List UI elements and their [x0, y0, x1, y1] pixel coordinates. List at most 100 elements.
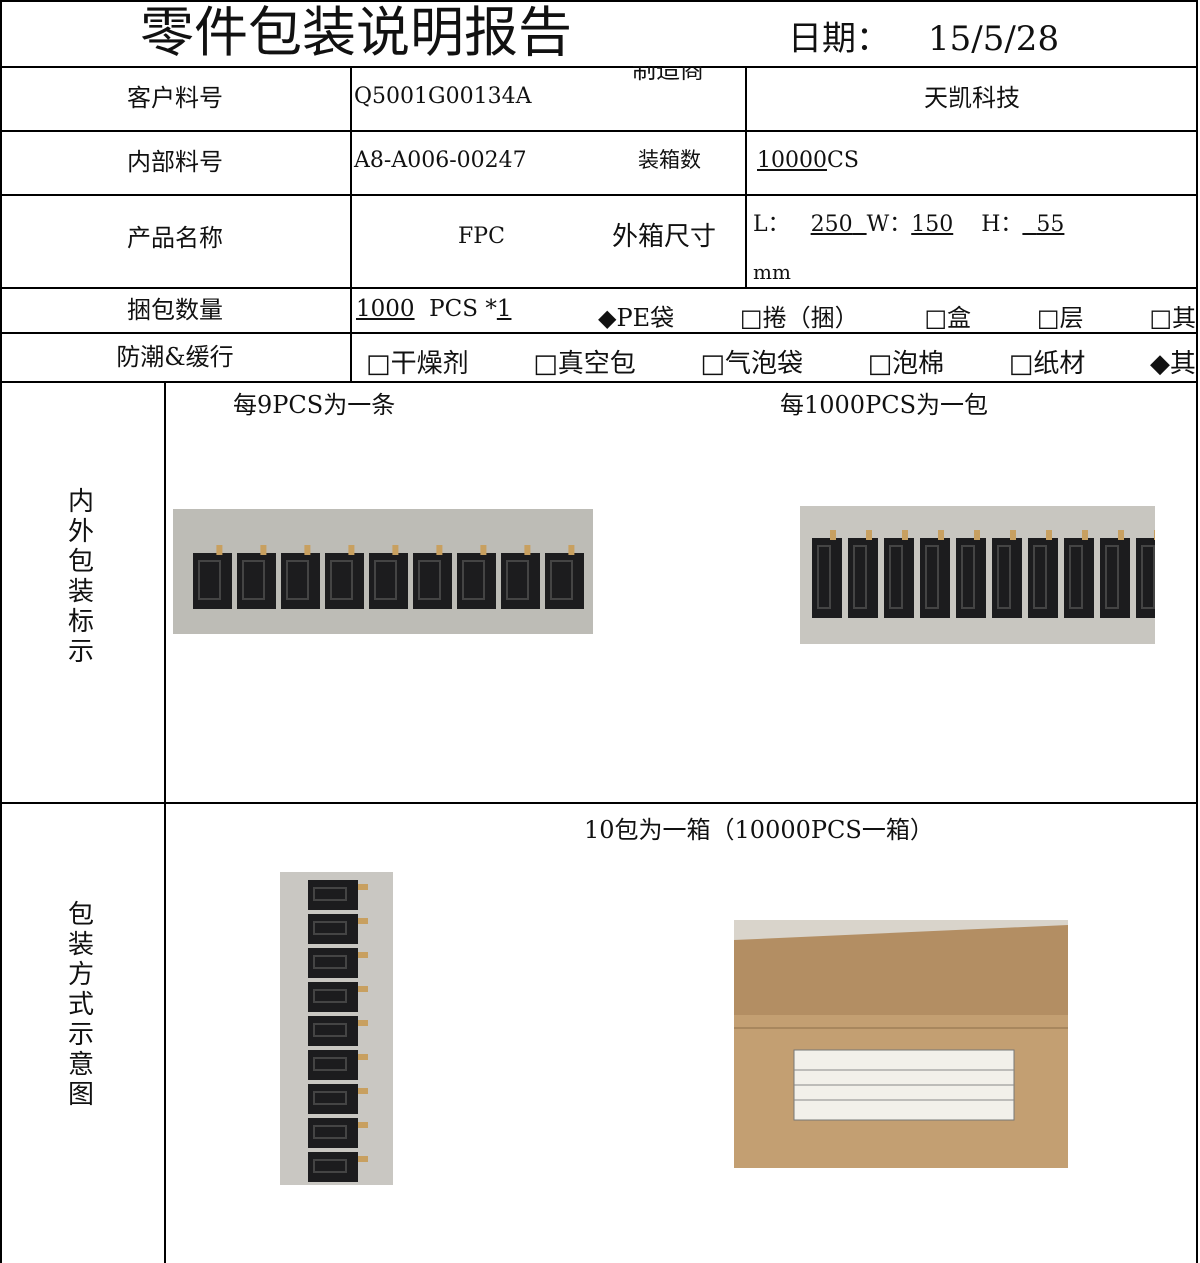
col-line — [164, 381, 166, 1263]
section-label: 内外包装标示 — [67, 487, 94, 667]
photo-detail — [242, 560, 265, 600]
photo-detail — [198, 560, 221, 600]
photo-detail — [330, 560, 353, 600]
photo-detail — [1136, 538, 1155, 618]
photo-detail — [817, 545, 831, 609]
photo-detail — [358, 918, 368, 924]
photo-detail — [308, 1152, 358, 1182]
caption: 每9PCS为一条 — [233, 391, 396, 419]
mult: 1 — [496, 296, 512, 322]
photo-detail — [358, 1122, 368, 1128]
photo-detail — [358, 952, 368, 958]
photo-detail — [848, 538, 878, 618]
border — [1196, 0, 1198, 1263]
section-label: 包装方式示意图 — [67, 900, 94, 1110]
photo-detail — [348, 545, 355, 555]
photo-detail — [313, 1057, 347, 1071]
row-line — [0, 332, 1198, 334]
photo-detail — [925, 545, 939, 609]
photo-detail — [1064, 538, 1094, 618]
photo-detail — [1046, 530, 1052, 540]
photo-detail — [358, 884, 368, 890]
photo-detail — [358, 1054, 368, 1060]
qty: 1000 — [356, 296, 415, 322]
photo-detail — [308, 880, 358, 910]
photo-detail — [992, 538, 1022, 618]
photo-detail — [313, 1023, 347, 1037]
photo-detail — [1141, 545, 1155, 609]
row-label: 产品名称 — [127, 224, 223, 252]
photo-detail — [313, 887, 347, 901]
sub-label: 制造商 — [632, 66, 704, 82]
sub-label-text: 制造商 — [632, 66, 704, 82]
option: ◆PE袋 — [598, 304, 675, 332]
photo-detail — [830, 530, 836, 540]
option: □干燥剂 — [366, 349, 469, 379]
photo-detail — [853, 545, 867, 609]
row-label: 捆包数量 — [127, 296, 223, 324]
photo-detail — [961, 545, 975, 609]
title: 零件包装说明报告 — [140, 1, 572, 64]
photo-detail — [308, 914, 358, 944]
option: □泡棉 — [867, 349, 945, 379]
cell-value: A8-A006-00247 — [354, 148, 527, 173]
photo-detail — [956, 538, 986, 618]
date-label: 日期： — [788, 19, 890, 59]
row-line — [0, 66, 1198, 68]
photo-detail — [889, 545, 903, 609]
border — [0, 0, 1198, 2]
date: 15/5/28 — [928, 19, 1060, 59]
caption: 每1000PCS为一包 — [780, 391, 989, 419]
photo-detail — [480, 545, 487, 555]
unit: CS — [827, 148, 859, 173]
row-line — [0, 130, 1198, 132]
photo-detail — [308, 982, 358, 1012]
option: □捲（捆） — [739, 304, 859, 332]
option: □真空包 — [533, 349, 636, 379]
sub-label: 外箱尺寸 — [612, 222, 717, 252]
photo-detail — [506, 560, 529, 600]
row-line — [0, 381, 1198, 383]
photo-detail — [260, 545, 267, 555]
photo-detail — [1100, 538, 1130, 618]
row-line — [0, 802, 1198, 804]
photo-detail — [524, 545, 531, 555]
photo — [173, 509, 593, 634]
dim-value: 55 — [1036, 212, 1065, 237]
photo-detail — [1028, 538, 1058, 618]
option: □气泡袋 — [700, 349, 803, 379]
cell-value: FPC — [458, 224, 505, 249]
dim-label: L： — [753, 212, 790, 237]
photo — [734, 920, 1068, 1168]
photo-detail — [358, 986, 368, 992]
photo-detail — [392, 545, 399, 555]
options: □干燥剂 □真空包 □气泡袋 □泡棉 □纸材 ◆其 — [366, 343, 1196, 380]
sub-value: 天凯科技 — [924, 84, 1020, 112]
dim-label: H： — [981, 212, 1023, 237]
photo-detail — [374, 560, 397, 600]
photo-detail — [358, 1156, 368, 1162]
photo-detail — [358, 1088, 368, 1094]
photo-detail — [313, 1091, 347, 1105]
photo-detail — [812, 538, 842, 618]
photo-detail — [304, 545, 311, 555]
photo-detail — [313, 1125, 347, 1139]
photo-detail — [550, 560, 573, 600]
photo-detail — [884, 538, 914, 618]
row-label: 防潮&缓行 — [116, 343, 234, 371]
photo-detail — [436, 545, 443, 555]
option: □其 — [1149, 304, 1196, 332]
photo-detail — [1105, 545, 1119, 609]
cell-value: Q5001G00134A — [354, 84, 532, 109]
dim-unit: mm — [753, 260, 791, 284]
photo-detail — [418, 560, 441, 600]
row-label: 内部料号 — [127, 148, 223, 176]
photo-detail — [462, 560, 485, 600]
sub-label: 装箱数 — [638, 148, 701, 172]
dimensions: L： 250 W：150 H： 55 — [753, 214, 1064, 236]
row-line — [0, 287, 1198, 289]
dim-value: 250 — [810, 212, 853, 237]
col-line — [745, 66, 747, 288]
photo-detail — [313, 955, 347, 969]
option: □盒 — [924, 304, 972, 332]
